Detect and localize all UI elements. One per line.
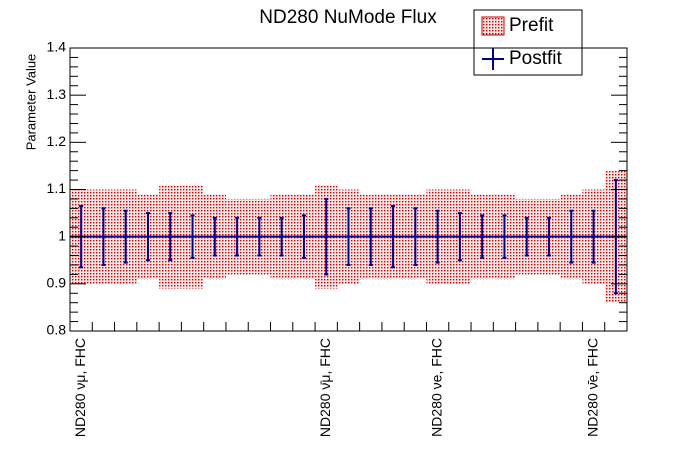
postfit-marker [525, 235, 529, 239]
y-tick-label: 1.1 [47, 180, 67, 196]
y-tick-label: 0.9 [47, 275, 67, 291]
legend-swatch [481, 16, 505, 36]
x-tick-label: ND280 ν̄μ, FHC [317, 338, 333, 437]
y-tick-label: 1.2 [47, 133, 67, 149]
legend: Prefit Postfit [473, 9, 583, 76]
postfit-marker [480, 235, 484, 239]
postfit-marker [547, 235, 551, 239]
postfit-marker [101, 235, 105, 239]
postfit-marker [347, 235, 350, 239]
postfit-marker [257, 235, 261, 239]
postfit-marker [369, 235, 373, 239]
postfit-marker [502, 235, 506, 239]
postfit-marker [168, 235, 172, 239]
legend-label: Postfit [509, 48, 563, 69]
y-tick-label: 1 [58, 227, 66, 243]
x-tick-label: ND280 νμ, FHC [72, 338, 88, 437]
postfit-marker [436, 235, 440, 239]
postfit-marker [146, 235, 150, 239]
postfit-marker [191, 235, 195, 239]
postfit-marker [569, 235, 573, 239]
postfit-marker [235, 235, 239, 239]
postfit-marker [213, 235, 217, 239]
y-tick-label: 1.4 [47, 39, 67, 55]
chart-title: ND280 NuMode Flux [259, 7, 437, 28]
postfit-marker [592, 235, 596, 239]
x-tick-label: ND280 ν̄e, FHC [584, 338, 600, 437]
x-tick-label: ND280 νe, FHC [428, 338, 444, 437]
postfit-marker [124, 235, 128, 239]
postfit-marker [324, 235, 328, 239]
y-tick-label: 1.3 [47, 86, 67, 102]
postfit-marker [391, 235, 395, 239]
y-axis-label: Parameter Value [23, 54, 38, 151]
postfit-marker [302, 235, 306, 239]
legend-label: Prefit [509, 15, 554, 36]
postfit-marker [413, 235, 417, 239]
postfit-marker [458, 235, 462, 239]
y-tick-label: 0.8 [47, 322, 67, 338]
postfit-marker [280, 235, 284, 239]
